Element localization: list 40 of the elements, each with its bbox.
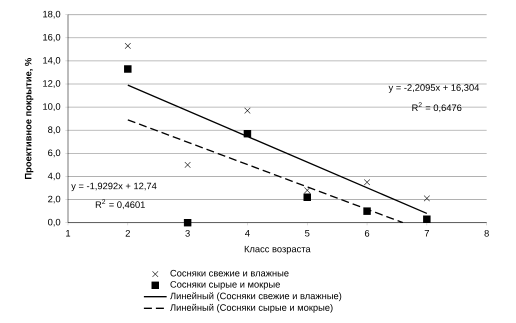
x-tick-label: 8	[484, 230, 489, 237]
legend-label: Линейный (Сосняки свежие и влажные)	[170, 292, 342, 302]
legend-label: Сосняки свежие и влажные	[170, 270, 289, 277]
legend-label: Сосняки сырые и мокрые	[170, 281, 280, 290]
x-tick-label: 2	[126, 230, 130, 237]
annotation: R$^{2}$ = 0,4601	[96, 199, 145, 210]
legend-label: Линейный (Сосняки сырые и мокрые)	[170, 304, 333, 313]
point	[304, 194, 311, 202]
y-tick-label: 12,0	[43, 80, 60, 88]
x-tick-label: 4	[245, 230, 250, 237]
annotation: R$^{2}$ = 0,6476	[412, 102, 462, 112]
point	[244, 108, 251, 114]
y-tick-label: 2,0	[48, 196, 60, 204]
y-tick-label: 4,0	[48, 172, 60, 180]
point	[124, 42, 131, 50]
point	[184, 219, 192, 227]
point	[423, 216, 431, 224]
point	[184, 162, 191, 168]
y-tick-label: 16,0	[43, 34, 60, 42]
y-tick-label: 0,0	[48, 218, 60, 227]
x-tick-label: 6	[364, 230, 370, 237]
x-tick-label: 1	[66, 230, 70, 237]
y-tick-label: 8,0	[48, 126, 60, 134]
y-tick-label: 10,0	[43, 103, 60, 112]
y-tick-label: 6,0	[48, 150, 60, 158]
point	[244, 130, 252, 138]
y-tick-label: 18,0	[43, 10, 60, 19]
point	[364, 179, 370, 186]
x-tick-label: 7	[424, 230, 429, 237]
point	[304, 187, 310, 194]
point	[424, 195, 430, 202]
x-tick-label: 5	[305, 230, 310, 237]
annotation: y = -1,9292x + 12,74	[71, 182, 157, 192]
annotation: y = -2,2095x + 16,304	[388, 84, 480, 93]
point	[363, 208, 371, 216]
y-tick-label: 14,0	[43, 57, 60, 65]
x-axis-title: Класс возраста	[244, 246, 311, 254]
point	[124, 65, 132, 73]
y-axis-title: Проективное покрытие, %	[24, 58, 34, 180]
x-tick-label: 3	[185, 230, 190, 237]
